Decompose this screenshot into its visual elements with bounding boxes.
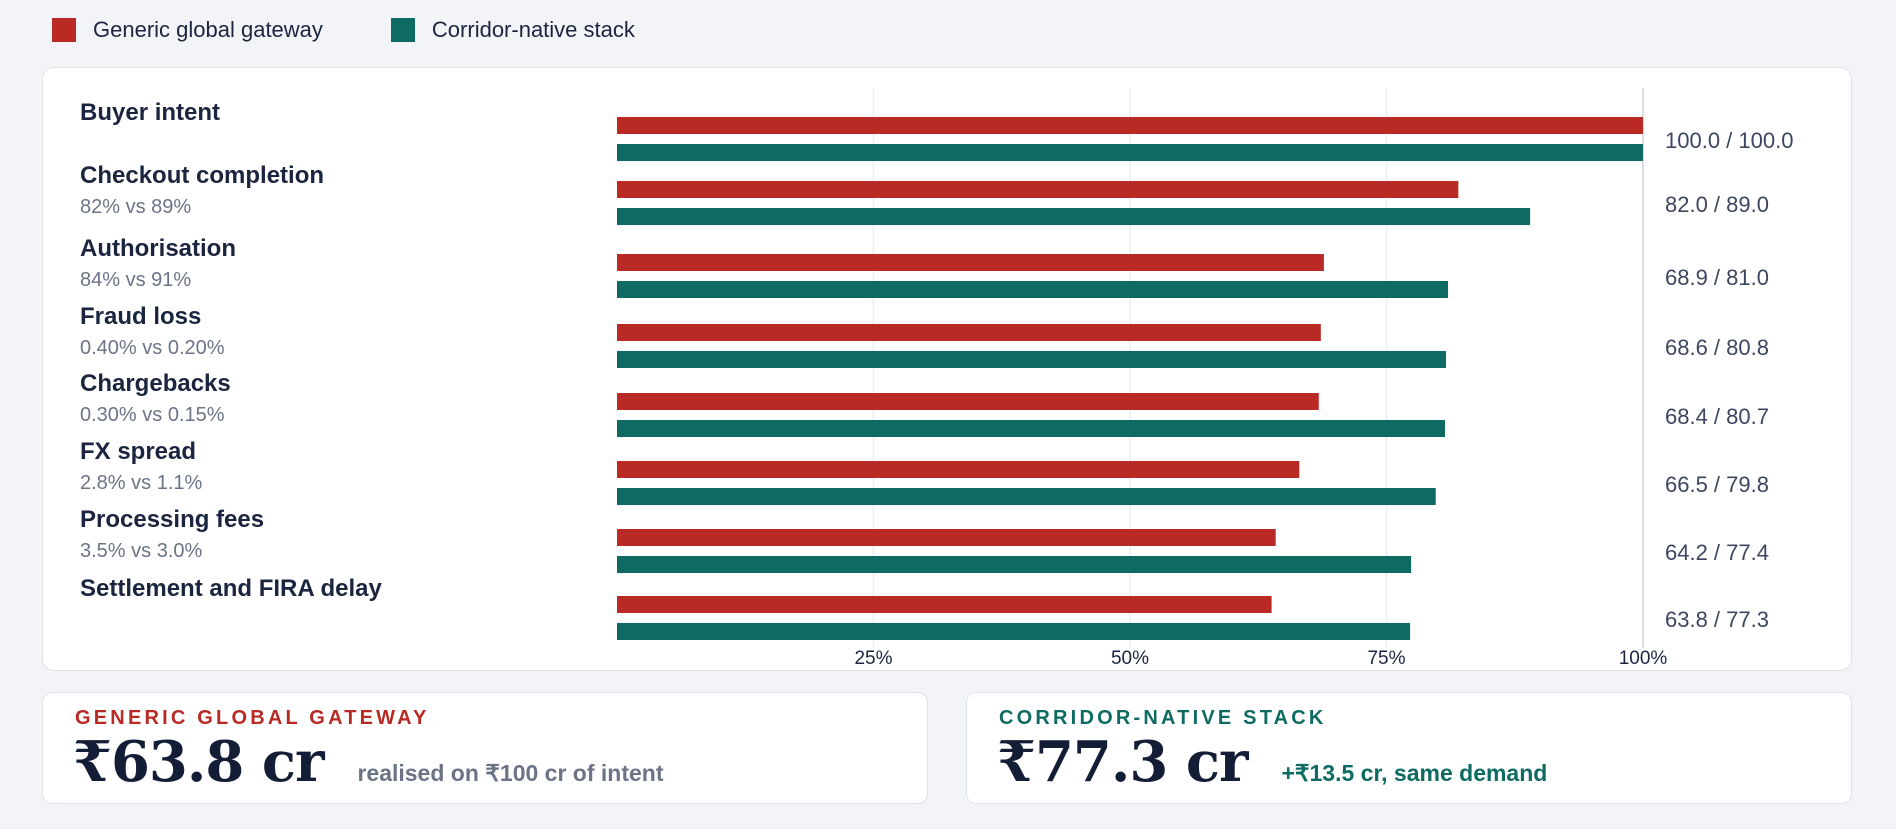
value-label-checkout-completion: 82.0 / 89.0 (1665, 192, 1769, 217)
value-label-fx-spread: 66.5 / 79.8 (1665, 472, 1769, 497)
value-label-fraud-loss: 68.6 / 80.8 (1665, 335, 1769, 360)
category-label-processing-fees: Processing fees (80, 506, 264, 533)
bar-corridor-chargebacks (617, 420, 1445, 437)
category-subtitle-checkout-completion: 82% vs 89% (80, 196, 191, 218)
bar-generic-settlement-and-fira-delay (617, 596, 1272, 613)
summary-card-generic: GENERIC GLOBAL GATEWAY ₹63.8 cr realised… (42, 692, 928, 804)
category-subtitle-chargebacks: 0.30% vs 0.15% (80, 404, 225, 426)
category-subtitle-authorisation: 84% vs 91% (80, 269, 191, 291)
x-tick-label-25: 25% (854, 648, 892, 669)
category-label-fx-spread: FX spread (80, 438, 196, 465)
summary-kicker-generic: GENERIC GLOBAL GATEWAY (75, 707, 430, 729)
bar-generic-checkout-completion (617, 181, 1459, 198)
summary-kicker-corridor: CORRIDOR-NATIVE STACK (999, 707, 1327, 729)
bar-chart: Buyer intent 100.0 / 100.0 Checkout comple… (80, 88, 1793, 669)
bar-generic-authorisation (617, 254, 1324, 271)
category-subtitle-processing-fees: 3.5% vs 3.0% (80, 540, 203, 562)
bar-corridor-buyer-intent (617, 144, 1643, 161)
category-label-buyer-intent: Buyer intent (80, 99, 220, 126)
summary-card-corridor: CORRIDOR-NATIVE STACK ₹77.3 cr +₹13.5 cr… (966, 692, 1852, 804)
bar-corridor-checkout-completion (617, 208, 1531, 225)
bar-corridor-authorisation (617, 281, 1449, 298)
bar-generic-chargebacks (617, 393, 1319, 410)
summary-note-corridor: +₹13.5 cr, same demand (1281, 760, 1548, 786)
value-label-settlement-and-fira-delay: 63.8 / 77.3 (1665, 607, 1769, 632)
value-label-chargebacks: 68.4 / 80.7 (1665, 404, 1769, 429)
bar-corridor-settlement-and-fira-delay (617, 623, 1411, 640)
bar-corridor-processing-fees (617, 556, 1412, 573)
summary-value-corridor: ₹77.3 cr (997, 729, 1248, 795)
category-subtitle-fx-spread: 2.8% vs 1.1% (80, 472, 203, 494)
value-label-processing-fees: 64.2 / 77.4 (1665, 540, 1769, 565)
bar-corridor-fraud-loss (617, 351, 1447, 368)
value-label-authorisation: 68.9 / 81.0 (1665, 265, 1769, 290)
legend-label-generic: Generic global gateway (93, 17, 323, 42)
legend-label-corridor: Corridor-native stack (431, 17, 635, 42)
category-label-checkout-completion: Checkout completion (80, 162, 324, 189)
category-subtitle-fraud-loss: 0.40% vs 0.20% (80, 337, 225, 359)
category-label-chargebacks: Chargebacks (80, 370, 231, 397)
summary-value-generic: ₹63.8 cr (73, 729, 324, 795)
chart-legend: Generic global gateway Corridor-native s… (52, 14, 703, 46)
summary-note-generic: realised on ₹100 cr of intent (357, 760, 664, 786)
x-tick-label-100: 100% (1619, 648, 1668, 669)
chart-card: Buyer intent 100.0 / 100.0 Checkout comple… (42, 67, 1852, 671)
bar-generic-processing-fees (617, 529, 1276, 546)
bar-generic-buyer-intent (617, 117, 1643, 134)
legend-swatch-generic (52, 18, 76, 42)
value-label-buyer-intent: 100.0 / 100.0 (1665, 128, 1793, 153)
legend-item-corridor-stack: Corridor-native stack (390, 17, 635, 43)
category-label-authorisation: Authorisation (80, 235, 236, 262)
bar-corridor-fx-spread (617, 488, 1436, 505)
category-label-fraud-loss: Fraud loss (80, 303, 201, 330)
x-tick-label-50: 50% (1111, 648, 1149, 669)
legend-swatch-corridor (390, 18, 415, 42)
category-label-settlement-and-fira-delay: Settlement and FIRA delay (80, 575, 382, 602)
bar-generic-fraud-loss (617, 324, 1321, 341)
legend-item-generic-gateway: Generic global gateway (52, 17, 323, 43)
bar-generic-fx-spread (617, 461, 1300, 478)
x-tick-label-75: 75% (1367, 648, 1405, 669)
